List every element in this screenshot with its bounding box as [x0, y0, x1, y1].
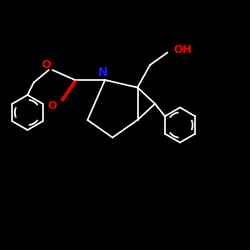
Text: N: N — [98, 66, 108, 79]
Text: O: O — [48, 101, 57, 111]
Text: O: O — [42, 60, 51, 70]
Text: OH: OH — [173, 45, 192, 55]
